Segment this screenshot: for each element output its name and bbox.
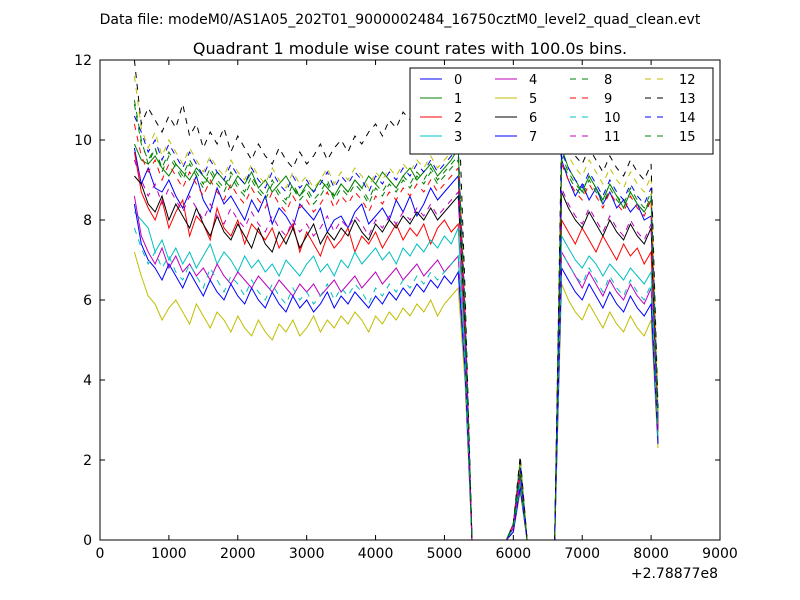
- legend-label-2: 2: [454, 111, 462, 126]
- x-tick-label: 4000: [358, 546, 394, 562]
- x-offset-label: +2.78877e8: [631, 566, 718, 582]
- series-line-1: [133, 143, 659, 540]
- legend-label-13: 13: [679, 92, 696, 107]
- x-tick-label: 0: [96, 546, 105, 562]
- y-tick-label: 6: [83, 293, 92, 309]
- series-line-5: [133, 251, 659, 540]
- axes-layer: 0 1000 2000 3000 4000 5000 6000 7000 8000 9000 0 2 4…: [74, 53, 738, 562]
- series-line-6: [134, 175, 659, 540]
- series-line-15: [133, 103, 659, 540]
- legend-label-5: 5: [529, 92, 537, 107]
- legend-label-3: 3: [454, 130, 462, 145]
- y-tick-label: 2: [83, 453, 92, 469]
- x-tick-label: 3000: [289, 546, 325, 562]
- legend-label-10: 10: [604, 111, 621, 126]
- series-line-10: [133, 227, 659, 540]
- series-line-14: [133, 115, 659, 540]
- legend-label-1: 1: [454, 92, 462, 107]
- legend-label-4: 4: [529, 73, 537, 88]
- legend-frame: [409, 67, 714, 155]
- y-tick-label: 8: [83, 213, 92, 229]
- x-tick-label: 8000: [633, 546, 669, 562]
- legend-label-8: 8: [604, 73, 612, 88]
- legend-label-15: 15: [679, 130, 696, 145]
- y-tick-label: 4: [83, 373, 92, 389]
- series-line-7: [133, 203, 659, 540]
- y-tick-label: 10: [74, 133, 92, 149]
- x-tick-label: 7000: [564, 546, 600, 562]
- chart-title: Quadrant 1 module wise count rates with …: [193, 39, 627, 58]
- series-line-4: [133, 195, 659, 540]
- series-line-11: [133, 159, 659, 540]
- legend-label-12: 12: [679, 73, 696, 88]
- legend-label-6: 6: [529, 111, 537, 126]
- y-tick-label: 12: [74, 53, 92, 69]
- legend-label-14: 14: [679, 111, 696, 126]
- series-line-3: [134, 211, 659, 540]
- x-tick-label: 2000: [220, 546, 256, 562]
- figure-suptitle: Data file: modeM0/AS1A05_202T01_90000024…: [100, 12, 701, 28]
- x-tick-label: 6000: [496, 546, 532, 562]
- legend-label-7: 7: [529, 130, 537, 145]
- series-line-9: [133, 123, 659, 540]
- legend-label-0: 0: [454, 73, 462, 88]
- series-line-8: [133, 99, 659, 540]
- y-tick-label: 0: [83, 533, 92, 549]
- legend-label-11: 11: [604, 130, 621, 145]
- x-tick-label: 9000: [702, 546, 738, 562]
- x-tick-label: 5000: [427, 546, 463, 562]
- x-tick-label: 1000: [151, 546, 187, 562]
- legend-label-9: 9: [604, 92, 612, 107]
- series-line-12: [133, 75, 659, 540]
